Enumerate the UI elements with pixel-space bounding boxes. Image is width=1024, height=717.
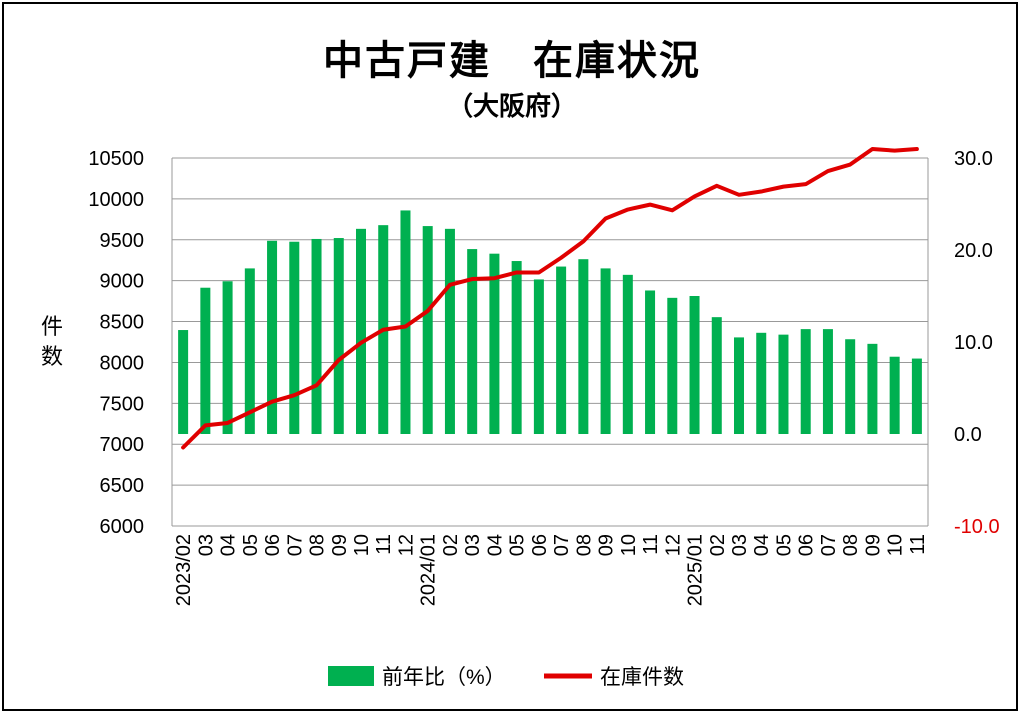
- bar: [889, 356, 900, 434]
- line-path: [181, 147, 919, 450]
- bar: [800, 329, 811, 434]
- x-tick-label: 05: [507, 534, 529, 556]
- left-tick-label: 7000: [100, 434, 145, 456]
- bar: [845, 339, 856, 434]
- bar: [533, 279, 544, 434]
- bar: [467, 249, 478, 434]
- x-tick-label: 10: [885, 534, 907, 556]
- right-tick-label: 10.0: [954, 332, 993, 354]
- x-tick-label: 2023/02: [173, 534, 195, 606]
- right-tick-label: -10.0: [954, 516, 1000, 538]
- x-tick-label: 11: [640, 534, 662, 555]
- x-tick-label: 09: [862, 534, 884, 556]
- x-tick-label: 04: [751, 534, 773, 556]
- legend-bar-label: 前年比（%）: [382, 666, 506, 689]
- bar: [267, 240, 278, 434]
- bar: [733, 337, 745, 434]
- left-axis-label-1: 件: [41, 314, 63, 339]
- x-tick-label: 02: [707, 534, 729, 556]
- bar: [711, 317, 722, 434]
- left-axis-ticks: 6000 6500 7000 7500 8000 8500 9000 9500 10000 105…: [88, 148, 144, 538]
- legend-line-label: 在庫件数: [600, 666, 684, 689]
- x-tick-label: 06: [796, 534, 818, 556]
- right-tick-label: 30.0: [954, 148, 993, 170]
- bar: [511, 261, 522, 434]
- x-tick-label: 11: [373, 534, 395, 555]
- right-tick-label: 0.0: [954, 424, 982, 446]
- bar: [289, 241, 300, 434]
- x-axis-ticks: 2023/02 03 04 05 06 07 08 09 10 11 12 2024/01 02 03 04…: [173, 534, 929, 606]
- x-tick-label: 2024/01: [418, 534, 440, 606]
- bar: [244, 268, 255, 434]
- x-tick-label: 03: [729, 534, 751, 556]
- right-tick-label: 20.0: [954, 240, 993, 262]
- x-tick-label: 04: [484, 534, 506, 556]
- bar: [578, 259, 589, 434]
- x-tick-label: 08: [307, 534, 329, 556]
- bar: [489, 253, 500, 434]
- bar: [400, 210, 411, 434]
- x-tick-label: 07: [551, 534, 573, 556]
- left-tick-label: 6000: [100, 516, 145, 538]
- bar-series: [178, 210, 922, 434]
- bar: [622, 274, 633, 434]
- bar: [200, 287, 211, 434]
- left-tick-label: 9500: [100, 230, 145, 252]
- grid-lines: [171, 157, 929, 527]
- left-tick-label: 6500: [100, 475, 145, 497]
- x-tick-label: 11: [907, 534, 929, 555]
- x-tick-label: 10: [618, 534, 640, 556]
- x-tick-label: 03: [462, 534, 484, 556]
- left-tick-label: 10500: [88, 148, 144, 170]
- x-tick-label: 06: [262, 534, 284, 556]
- bar: [645, 290, 656, 434]
- x-tick-label: 09: [329, 534, 351, 556]
- bar: [333, 238, 344, 434]
- x-tick-label: 03: [195, 534, 217, 556]
- left-tick-label: 8000: [100, 352, 145, 374]
- legend-bar-swatch: [328, 666, 374, 686]
- x-tick-label: 02: [440, 534, 462, 556]
- x-tick-label: 07: [284, 534, 306, 556]
- bar: [756, 332, 767, 434]
- right-axis-ticks: -10.0 0.0 10.0 20.0 30.0: [954, 148, 1000, 538]
- chart-subtitle: （大阪府）: [446, 92, 577, 122]
- left-tick-label: 7500: [100, 393, 145, 415]
- bar: [778, 334, 789, 434]
- x-tick-label: 08: [840, 534, 862, 556]
- x-tick-label: 05: [240, 534, 262, 556]
- left-axis-label-2: 数: [41, 344, 63, 369]
- bar: [822, 329, 833, 434]
- x-tick-label: 09: [596, 534, 618, 556]
- bar: [178, 330, 189, 434]
- x-tick-label: 08: [573, 534, 595, 556]
- bar: [355, 228, 367, 434]
- x-tick-label: 2025/01: [685, 534, 707, 606]
- x-tick-label: 05: [773, 534, 795, 556]
- bar: [911, 358, 922, 434]
- bar: [689, 296, 700, 434]
- left-tick-label: 9000: [100, 271, 145, 293]
- bar: [556, 266, 567, 434]
- left-tick-label: 10000: [88, 189, 144, 211]
- x-tick-label: 12: [395, 534, 417, 556]
- x-tick-label: 10: [351, 534, 373, 556]
- bar: [667, 297, 678, 434]
- x-tick-label: 07: [818, 534, 840, 556]
- x-tick-label: 06: [529, 534, 551, 556]
- line-series: [181, 147, 919, 450]
- legend: 前年比（%） 在庫件数: [328, 666, 684, 689]
- x-tick-label: 04: [218, 534, 240, 556]
- left-tick-label: 8500: [100, 312, 145, 334]
- chart-title: 中古戸建 在庫状況: [323, 38, 701, 84]
- x-tick-label: 12: [662, 534, 684, 556]
- bar: [444, 228, 455, 434]
- bar: [600, 268, 611, 434]
- bar: [422, 226, 433, 434]
- bar: [311, 238, 322, 434]
- bar: [222, 281, 233, 434]
- bar: [867, 343, 878, 434]
